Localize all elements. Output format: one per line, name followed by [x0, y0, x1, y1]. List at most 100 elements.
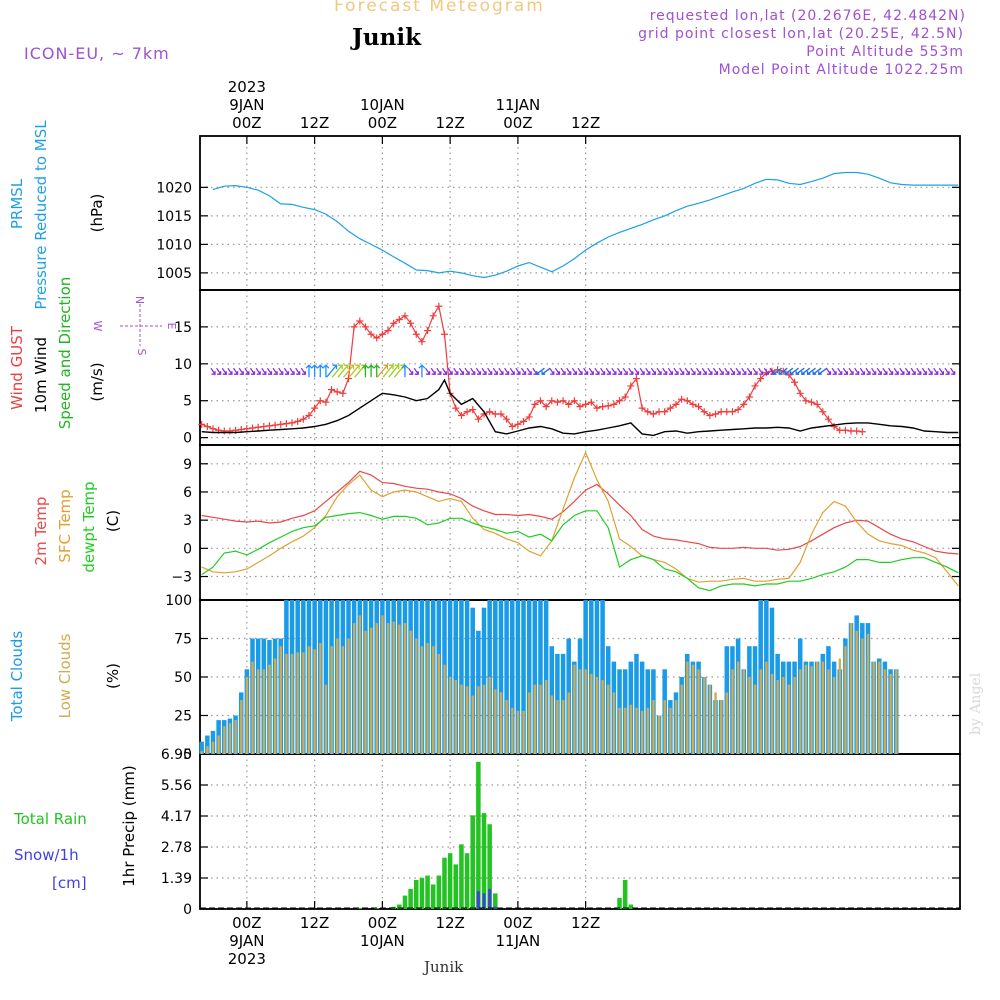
gust-marker: [322, 398, 330, 406]
gust-marker: [407, 319, 415, 327]
low-cloud-bar: [601, 680, 604, 754]
total-cloud-bar: [464, 600, 470, 754]
watermark: by Angel: [968, 672, 984, 735]
gust-line: [201, 304, 863, 433]
gust-marker: [808, 398, 816, 406]
gust-marker: [576, 403, 584, 411]
low-cloud-bar: [217, 735, 220, 754]
wind-direction-arrow: [650, 367, 657, 375]
wind-direction-arrow: [842, 367, 849, 375]
gust-marker: [745, 393, 753, 401]
y-tick-label: 0: [183, 541, 192, 557]
low-cloud-bar: [375, 623, 378, 754]
wind-direction-arrow: [475, 367, 482, 375]
low-cloud-bar: [511, 707, 514, 754]
low-cloud-bar: [629, 704, 633, 754]
wind-direction-arrow: [541, 367, 551, 375]
wind-direction-arrow: [622, 367, 628, 375]
low-cloud-bar: [680, 684, 683, 754]
low-cloud-bar: [720, 700, 723, 754]
rain-bar: [447, 853, 453, 909]
wind-direction-arrow: [831, 367, 837, 375]
wind-direction-arrow: [758, 367, 764, 375]
gust-marker: [632, 375, 640, 383]
time-axis-top-label: 11JAN: [496, 96, 541, 114]
gust-marker: [265, 422, 273, 430]
wind-direction-arrow: [784, 367, 794, 375]
wind-direction-arrow: [316, 364, 324, 378]
gust-marker: [587, 398, 595, 406]
wind-direction-arrow: [944, 367, 950, 375]
gust-marker: [644, 408, 652, 416]
low-cloud-bar: [273, 658, 277, 754]
low-cloud-bar: [420, 646, 424, 754]
dewpoint-label: dewpt Temp: [80, 481, 98, 572]
wind-direction-arrow: [712, 367, 719, 375]
rain-bar: [493, 893, 498, 909]
low-cloud-bar: [234, 720, 237, 754]
point-altitude: Point Altitude 553m: [806, 44, 964, 60]
gust-marker: [757, 375, 765, 383]
time-axis-top-label: 10JAN: [360, 96, 405, 114]
wind-direction-arrow: [520, 367, 527, 375]
low-cloud-bar: [313, 649, 316, 754]
low-cloud-bar: [855, 630, 858, 754]
gust-marker: [260, 423, 268, 431]
snow-bar: [476, 891, 480, 909]
time-axis-top-label: 12Z: [571, 114, 600, 132]
low-cloud-bar: [409, 630, 412, 754]
gust-marker: [497, 410, 505, 418]
y-tick-label: 0: [183, 902, 192, 918]
gust-marker: [384, 327, 392, 335]
time-axis-top-label: 00Z: [232, 114, 261, 132]
wind-direction-arrow: [633, 367, 640, 375]
gust-marker: [299, 415, 307, 423]
wind-direction-arrow: [382, 364, 394, 378]
low-cloud-bar: [595, 677, 599, 754]
gust-marker: [565, 400, 573, 408]
low-cloud-bar: [731, 669, 734, 754]
y-tick-label: 3: [183, 513, 192, 529]
model-altitude: Model Point Altitude 1022.25m: [718, 62, 964, 78]
precip-unit: 1hr Precip (mm): [120, 765, 138, 886]
low-cloud-bar: [432, 646, 435, 754]
rain-bar: [419, 877, 425, 909]
gust-marker: [486, 408, 494, 416]
rain-bar: [459, 844, 464, 909]
rain-bar: [470, 815, 475, 909]
wind-direction-arrow: [458, 367, 465, 375]
gust-marker: [282, 420, 290, 428]
wind-speed-line: [201, 378, 959, 437]
time-axis-top-label: 00Z: [368, 114, 397, 132]
wind-unit: (m/s): [88, 362, 106, 401]
time-axis-top-label: 9JAN: [229, 96, 264, 114]
wind-direction-arrow: [639, 367, 645, 375]
gust-marker: [305, 411, 313, 419]
gust-marker: [841, 426, 849, 434]
low-cloud-bar: [262, 669, 266, 754]
low-cloud-bar: [827, 669, 830, 754]
wind-direction-arrow: [401, 364, 409, 378]
low-cloud-bar: [494, 689, 497, 754]
low-cloud-bar: [556, 700, 559, 754]
wind-direction-arrow: [447, 367, 453, 375]
sfc-temp-line: [201, 450, 959, 587]
gust-marker: [339, 389, 347, 397]
total-cloud-bar: [526, 600, 532, 754]
wind-direction-arrow: [837, 367, 843, 375]
gust-marker: [373, 334, 381, 342]
low-cloud-bar: [686, 661, 689, 754]
total-cloud-bar: [323, 600, 329, 754]
low-cloud-bar: [793, 677, 796, 754]
wind-direction-arrow: [571, 367, 578, 375]
y-tick-label: 75: [174, 632, 192, 648]
low-cloud-bar: [573, 664, 576, 754]
gust-marker: [294, 417, 302, 425]
low-cloud-bar: [748, 677, 751, 754]
low-cloud-bar: [499, 692, 503, 754]
low-cloud-bar: [426, 643, 429, 754]
low-cloud-bar: [624, 707, 627, 754]
wind-direction-arrow: [337, 364, 349, 378]
low-cloud-bar: [844, 646, 847, 754]
y-tick-label: 0: [183, 747, 192, 763]
